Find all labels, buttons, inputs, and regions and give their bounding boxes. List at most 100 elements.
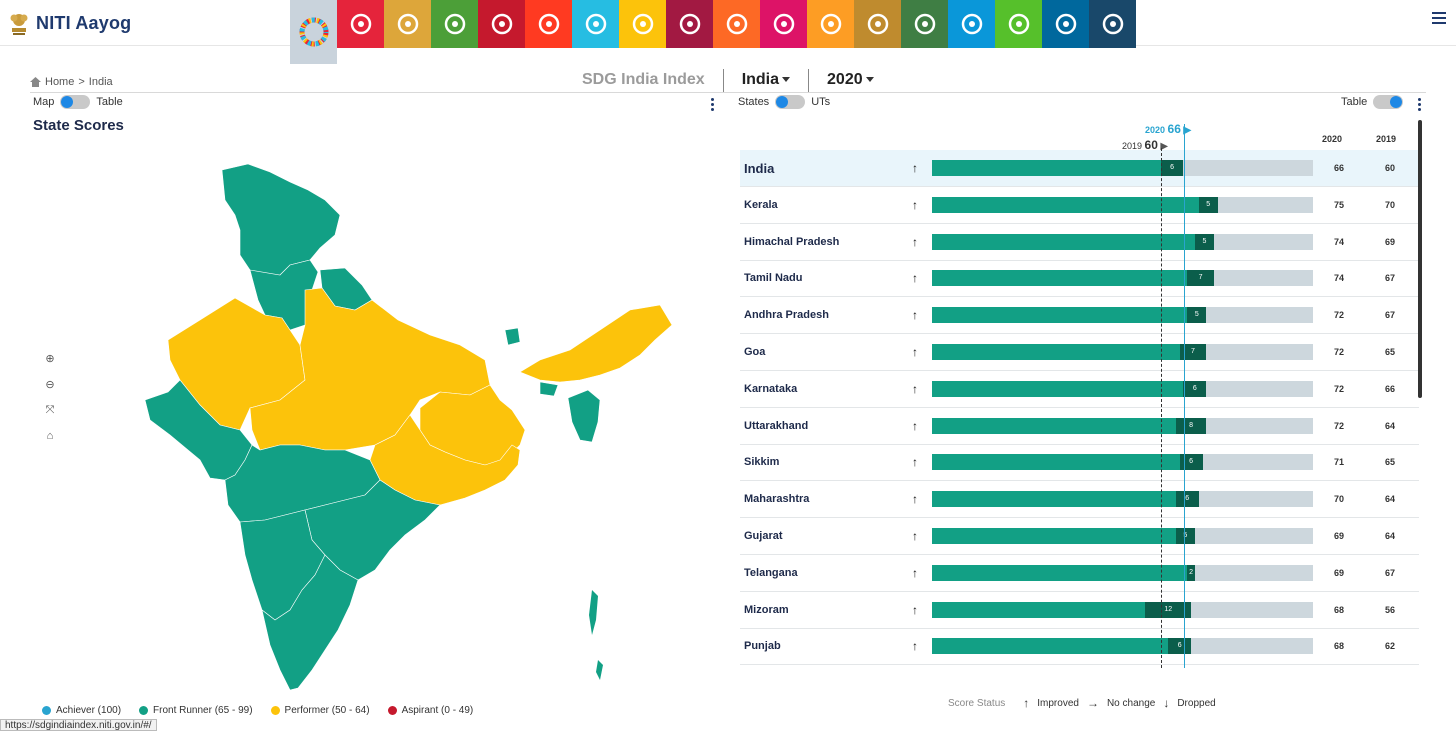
bar-improvement: 6	[1160, 160, 1184, 176]
sdg11-sustainable-cities-icon[interactable]	[807, 0, 854, 48]
sdg1-no-poverty-icon[interactable]	[337, 0, 384, 48]
legend-dot	[387, 706, 397, 715]
table-row[interactable]: Sikkim ↑ 6 71 65	[740, 444, 1419, 482]
chevron-down-icon	[782, 77, 791, 83]
toggle-map-label: Map	[33, 96, 55, 108]
sdg12-responsible-consumption-icon[interactable]	[854, 0, 901, 48]
table-row[interactable]: Karnataka ↑ 6 72 66	[740, 371, 1419, 408]
row-score-2020: 69	[1334, 531, 1345, 541]
zoom-in-icon[interactable]: ⊕	[45, 353, 55, 365]
legend-dot	[42, 706, 51, 715]
bar-score-2019	[932, 160, 1161, 176]
row-state-name: Tamil Nadu	[744, 272, 803, 285]
bar-score-2019	[932, 417, 1176, 434]
sdg3-good-health-icon[interactable]	[431, 0, 478, 48]
row-score-2020: 69	[1334, 567, 1345, 578]
legend-item-front-runner: Front Runner (65 - 99)	[139, 705, 253, 716]
sdg8-decent-work-icon[interactable]	[666, 0, 713, 48]
arrow-up-icon: ↑	[912, 381, 918, 396]
region-dropdown[interactable]: India	[724, 69, 810, 93]
sdg10-reduced-inequalities-icon[interactable]	[760, 0, 807, 48]
arrow-up-icon: ↑	[912, 308, 918, 323]
arrow-up-icon: ↑	[912, 234, 918, 249]
row-score-2020: 74	[1334, 273, 1345, 284]
niti-logo[interactable]: NITI Aayog	[8, 8, 131, 38]
row-score-2019: 64	[1385, 531, 1396, 541]
bar-improvement: 12	[1145, 601, 1192, 618]
row-score-2019: 67	[1385, 567, 1396, 578]
table-row[interactable]: Andhra Pradesh ↑ 5 72 67	[740, 297, 1419, 335]
arrow-up-icon: ↑	[912, 197, 918, 212]
home-icon[interactable]	[30, 77, 41, 87]
sdg5-gender-equality-icon[interactable]	[525, 0, 572, 48]
label-tag-icon[interactable]: ⌂	[46, 430, 54, 442]
map-region-east-ne	[519, 304, 673, 383]
breadcrumb-home[interactable]: Home	[45, 76, 75, 88]
map-tools: ⊕ ⊖ ⤧ ⌂	[44, 352, 56, 444]
table-row[interactable]: India ↑ 6 66 60	[740, 150, 1419, 187]
sdg15-life-on-land-icon[interactable]	[995, 0, 1042, 48]
sdg4-quality-education-icon[interactable]	[478, 0, 525, 48]
table-row[interactable]: Telangana ↑ 2 69 67	[740, 555, 1419, 592]
map-table-switch[interactable]	[60, 95, 91, 109]
sdg-all-icon[interactable]	[290, 0, 337, 64]
sdg7-clean-energy-icon[interactable]	[619, 0, 666, 48]
row-score-2019: 67	[1385, 310, 1396, 321]
table-row[interactable]: Tamil Nadu ↑ 7 74 67	[740, 260, 1419, 298]
col-header-2019: 2019	[1376, 134, 1397, 144]
table-row[interactable]: Maharashtra ↑ 6 70 64	[740, 481, 1419, 519]
sdg9-industry-icon[interactable]	[713, 0, 760, 48]
sdg17-partnerships-icon[interactable]	[1089, 0, 1136, 48]
arrow-up-icon: ↑	[1023, 696, 1030, 710]
india-state-map[interactable]	[140, 160, 680, 720]
table-row[interactable]: Gujarat ↑ 5 69 64	[740, 518, 1419, 555]
table-row[interactable]: Mizoram ↑ 12 68 56	[740, 592, 1419, 629]
sdg14-life-below-water-icon[interactable]	[948, 0, 995, 48]
breadcrumb-separator: >	[78, 76, 85, 88]
sdg16-peace-justice-icon[interactable]	[1042, 0, 1089, 48]
reset-view-icon[interactable]: ⤧	[45, 404, 55, 416]
zoom-out-icon[interactable]: ⊖	[45, 379, 55, 391]
row-state-name: Mizoram	[744, 603, 789, 616]
top-navigation-bar: NITI Aayog	[0, 0, 1456, 64]
table-row[interactable]: Kerala ↑ 5 75 70	[740, 187, 1419, 224]
bar-score-2019	[932, 270, 1188, 287]
legend-label: Achiever (100)	[56, 705, 122, 716]
left-panel-options-icon[interactable]	[711, 98, 715, 113]
row-score-2019: 56	[1385, 604, 1396, 615]
table-row[interactable]: Punjab ↑ 6 68 62	[740, 628, 1419, 666]
sdg2-zero-hunger-icon[interactable]	[384, 0, 431, 48]
bar-score-2019	[932, 196, 1199, 213]
row-state-name: Gujarat	[744, 530, 783, 542]
panel-title: State Scores	[33, 117, 124, 134]
row-state-name: Uttarakhand	[744, 419, 809, 432]
index-header: SDG India Index India 2020	[582, 69, 892, 93]
row-state-name: Himachal Pradesh	[744, 235, 840, 248]
row-score-2019: 64	[1385, 494, 1396, 505]
status-improved: Improved	[1037, 697, 1079, 709]
states-uts-switch[interactable]	[775, 95, 806, 109]
table-scrollbar[interactable]	[1418, 120, 1422, 398]
row-score-2020: 74	[1334, 236, 1345, 247]
hamburger-menu-icon[interactable]	[1432, 12, 1446, 27]
row-score-2019: 62	[1385, 641, 1396, 652]
table-row[interactable]: Goa ↑ 7 72 65	[740, 334, 1419, 371]
right-panel-options-icon[interactable]	[1418, 98, 1422, 113]
row-state-name: India	[744, 160, 775, 176]
bar-improvement: 6	[1179, 454, 1203, 471]
bar-improvement: 5	[1175, 528, 1195, 544]
table-switch[interactable]	[1373, 95, 1404, 109]
marker-2019-label: 2019	[1122, 141, 1143, 151]
bar-improvement: 7	[1187, 270, 1214, 287]
sdg6-clean-water-icon[interactable]	[572, 0, 619, 48]
bar-score-2019	[932, 307, 1188, 324]
marker-triangle-icon: ▶	[1160, 141, 1169, 152]
row-state-name: Goa	[744, 346, 766, 358]
bar-improvement: 8	[1175, 417, 1207, 434]
table-row[interactable]: Uttarakhand ↑ 8 72 64	[740, 408, 1419, 445]
sdg13-climate-action-icon[interactable]	[901, 0, 948, 48]
table-row[interactable]: Himachal Pradesh ↑ 5 74 69	[740, 224, 1419, 261]
row-state-name: Punjab	[744, 640, 781, 653]
arrow-right-icon: →	[1086, 696, 1099, 710]
year-dropdown[interactable]: 2020	[809, 69, 892, 93]
